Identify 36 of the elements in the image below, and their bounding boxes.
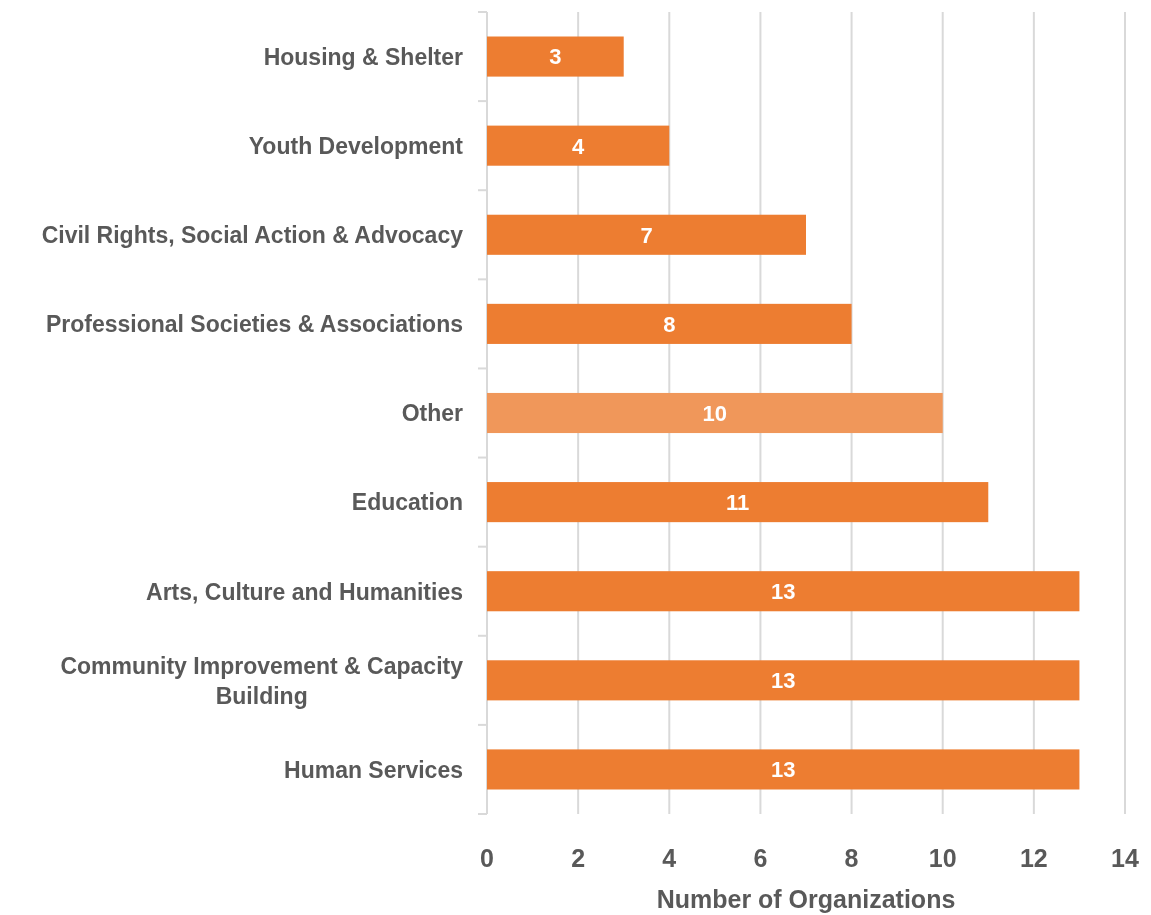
bar xyxy=(487,571,1080,612)
y-tick-label: Youth Development xyxy=(248,132,464,159)
x-tick-label: 14 xyxy=(1111,844,1139,872)
y-tick-label: Other xyxy=(401,400,464,427)
data-label: 3 xyxy=(549,44,562,70)
data-label: 11 xyxy=(726,490,750,516)
bar xyxy=(487,303,852,344)
bar xyxy=(487,660,1080,701)
y-tick-label: Housing & Shelter xyxy=(263,43,464,70)
data-label: 10 xyxy=(702,400,728,426)
data-label: 13 xyxy=(770,579,796,605)
data-label: 13 xyxy=(770,757,796,783)
bar xyxy=(487,749,1080,790)
x-tick-label: 6 xyxy=(753,844,768,872)
x-tick-label: 10 xyxy=(928,844,957,872)
x-tick-label: 2 xyxy=(571,844,586,872)
y-tick-label: Human Services xyxy=(284,756,463,783)
data-label: 7 xyxy=(640,222,653,248)
x-tick-label: 12 xyxy=(1019,844,1048,872)
y-tick-label: Arts, Culture and Humanities xyxy=(146,578,463,605)
y-tick-label: Civil Rights, Social Action & Advocacy xyxy=(41,222,464,249)
bar xyxy=(487,125,670,166)
y-tick-label: Education xyxy=(351,489,463,516)
x-tick-label: 0 xyxy=(480,844,494,872)
x-tick-label: 8 xyxy=(844,844,859,872)
bar xyxy=(487,482,989,523)
bar xyxy=(487,214,806,255)
y-tick-label: Community Improvement & Capacity Building xyxy=(60,652,464,709)
bar xyxy=(487,392,943,434)
x-axis-title: Number of Organizations xyxy=(656,885,956,913)
data-label: 8 xyxy=(663,311,676,337)
x-tick-label: 4 xyxy=(662,844,677,872)
bar xyxy=(487,36,624,77)
y-tick-label: Professional Societies & Associations xyxy=(45,311,463,338)
data-label: 4 xyxy=(572,133,586,159)
data-label: 13 xyxy=(770,668,796,694)
